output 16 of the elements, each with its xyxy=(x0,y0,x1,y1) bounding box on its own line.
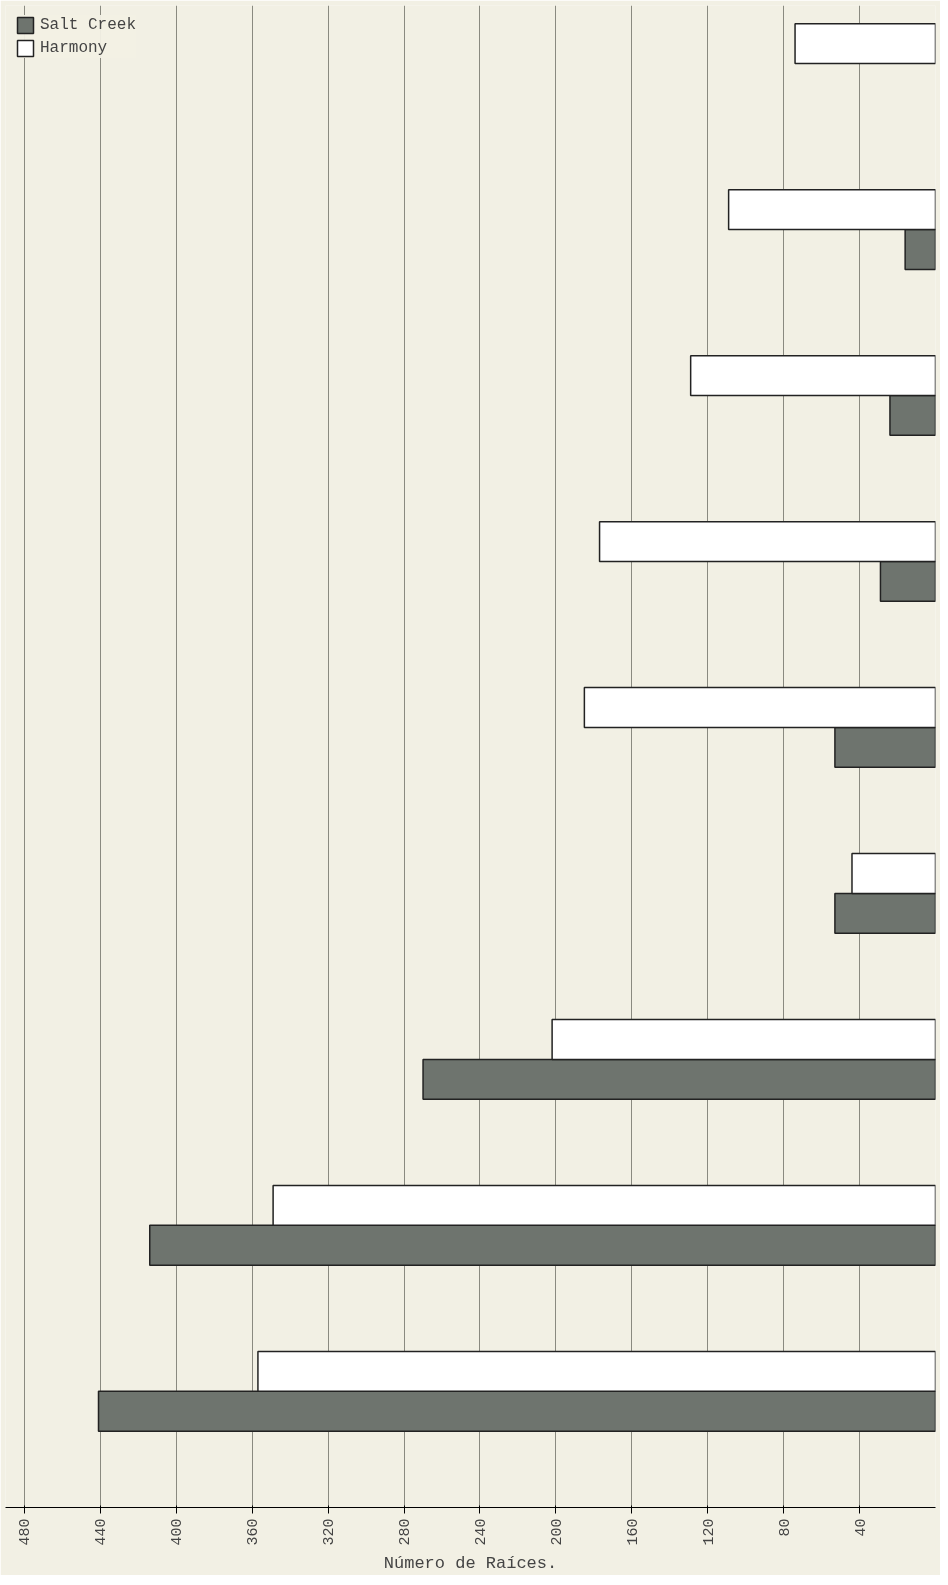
x-tick-label: 440 xyxy=(93,1518,111,1546)
x-tick-label: 40 xyxy=(852,1518,870,1537)
x-tick-label: 280 xyxy=(397,1518,415,1546)
bar xyxy=(794,23,936,65)
x-tick-label: 400 xyxy=(169,1518,187,1546)
legend-label: Salt Creek xyxy=(40,16,137,34)
x-axis-title: Número de Raíces. xyxy=(383,1553,558,1573)
x-tick-label: 320 xyxy=(321,1518,339,1546)
x-tick-label: 80 xyxy=(776,1518,794,1537)
x-tick-label: 200 xyxy=(548,1518,566,1546)
x-tick-label: 480 xyxy=(17,1518,35,1546)
x-tick-label: 360 xyxy=(245,1518,263,1546)
x-tick-label: 160 xyxy=(624,1518,642,1546)
legend-label: Harmony xyxy=(40,39,108,57)
x-tick-label: 240 xyxy=(472,1518,490,1546)
x-tick-label: 120 xyxy=(700,1518,718,1546)
